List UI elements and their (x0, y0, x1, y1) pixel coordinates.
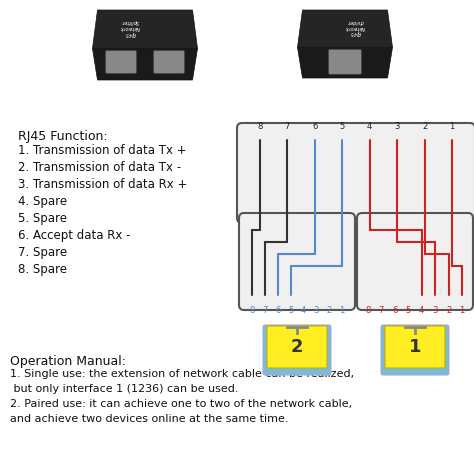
Text: 5: 5 (340, 122, 345, 131)
Text: 2: 2 (327, 306, 332, 315)
Polygon shape (298, 47, 392, 78)
FancyBboxPatch shape (263, 325, 331, 375)
Text: 8. Spare: 8. Spare (18, 263, 67, 276)
Text: 6: 6 (392, 306, 398, 315)
FancyBboxPatch shape (385, 326, 445, 368)
Text: 4: 4 (301, 306, 306, 315)
Text: 1: 1 (449, 122, 455, 131)
Polygon shape (298, 10, 392, 47)
Text: 2: 2 (422, 122, 427, 131)
Text: RJ45
Network
Splitter: RJ45 Network Splitter (120, 19, 140, 36)
Text: 1: 1 (409, 338, 421, 356)
FancyBboxPatch shape (381, 325, 449, 375)
Text: 7: 7 (262, 306, 267, 315)
Text: Operation Manual:: Operation Manual: (10, 355, 126, 368)
FancyBboxPatch shape (267, 326, 327, 368)
Text: 8: 8 (365, 306, 371, 315)
FancyBboxPatch shape (237, 123, 474, 223)
Polygon shape (92, 48, 198, 80)
Text: 1. Transmission of data Tx +: 1. Transmission of data Tx + (18, 144, 187, 157)
FancyBboxPatch shape (328, 49, 362, 74)
Text: 6: 6 (312, 122, 318, 131)
Text: 7. Spare: 7. Spare (18, 246, 67, 259)
Text: 3: 3 (432, 306, 438, 315)
Text: 5: 5 (406, 306, 411, 315)
Text: 2: 2 (291, 338, 303, 356)
Text: 2: 2 (446, 306, 451, 315)
Text: 4: 4 (367, 122, 373, 131)
Text: 8: 8 (257, 122, 263, 131)
Text: and achieve two devices online at the same time.: and achieve two devices online at the sa… (10, 414, 289, 424)
FancyBboxPatch shape (357, 213, 473, 310)
Text: RJ45 Function:: RJ45 Function: (18, 130, 108, 143)
Text: 3. Transmission of data Rx +: 3. Transmission of data Rx + (18, 178, 187, 191)
Polygon shape (92, 10, 198, 48)
Text: 3: 3 (394, 122, 400, 131)
Text: 4. Spare: 4. Spare (18, 195, 67, 208)
Text: 3: 3 (314, 306, 319, 315)
Text: 6: 6 (275, 306, 281, 315)
Text: 1. Single use: the extension of network cable can be realized,: 1. Single use: the extension of network … (10, 369, 354, 379)
Text: RJ45
Network
divider: RJ45 Network divider (345, 18, 365, 35)
FancyBboxPatch shape (106, 51, 137, 73)
Text: 4: 4 (419, 306, 424, 315)
Text: 7: 7 (379, 306, 384, 315)
Text: 1: 1 (459, 306, 465, 315)
Text: 8: 8 (249, 306, 255, 315)
Text: but only interface 1 (1236) can be used.: but only interface 1 (1236) can be used. (10, 384, 238, 394)
Text: 5. Spare: 5. Spare (18, 212, 67, 225)
Text: 1: 1 (339, 306, 345, 315)
Text: 2. Transmission of data Tx -: 2. Transmission of data Tx - (18, 161, 181, 174)
Text: 5: 5 (288, 306, 293, 315)
Text: 7: 7 (285, 122, 290, 131)
Text: 2. Paired use: it can achieve one to two of the network cable,: 2. Paired use: it can achieve one to two… (10, 399, 352, 409)
FancyBboxPatch shape (239, 213, 355, 310)
Text: 6. Accept data Rx -: 6. Accept data Rx - (18, 229, 130, 242)
FancyBboxPatch shape (154, 51, 184, 73)
